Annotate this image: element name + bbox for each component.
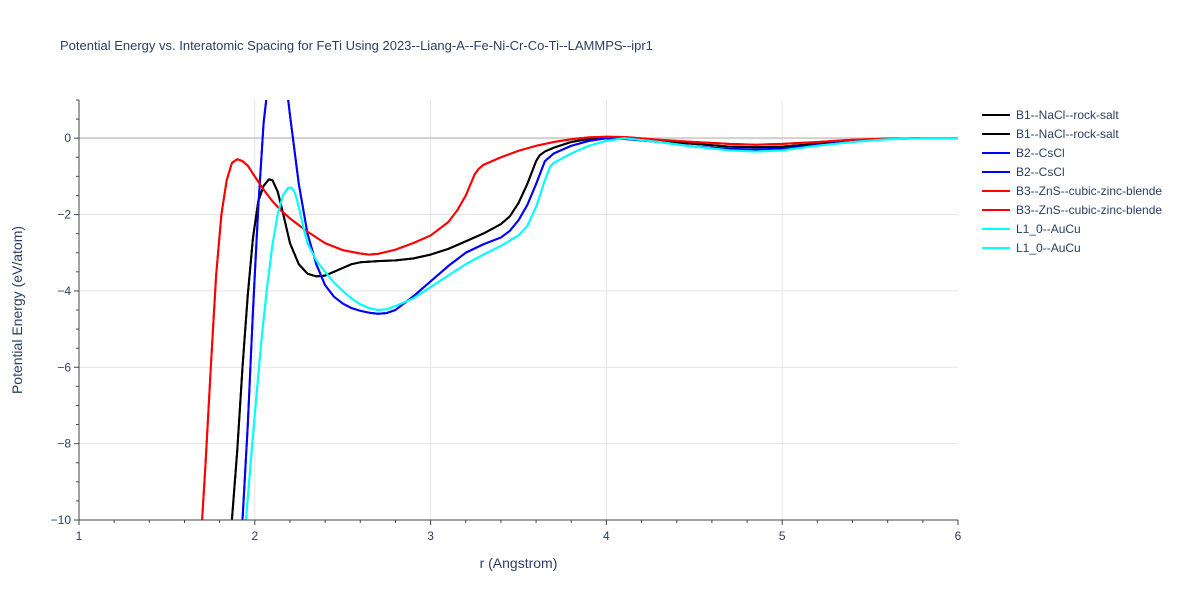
- series-line-5: [201, 135, 958, 520]
- axis-layer: 1 2 3 4 5 6 −10 −8 −6 −4 −2 0: [51, 99, 962, 543]
- y-tick-label: 0: [64, 131, 71, 145]
- x-tick-label: 6: [955, 529, 962, 543]
- legend-label[interactable]: B2--CsCl: [1016, 165, 1065, 179]
- legend-label[interactable]: B2--CsCl: [1016, 146, 1065, 160]
- x-tick-label: 4: [603, 529, 610, 543]
- y-tick-label: −8: [57, 437, 71, 451]
- series-layer: [201, 100, 958, 520]
- x-tick-label: 1: [76, 529, 83, 543]
- plot-area: [201, 100, 958, 520]
- legend-label[interactable]: B1--NaCl--rock-salt: [1016, 127, 1119, 141]
- x-tick-label: 5: [779, 529, 786, 543]
- series-line-1: [230, 137, 958, 520]
- x-axis-label: r (Angstrom): [480, 555, 558, 571]
- legend-label[interactable]: B3--ZnS--cubic-zinc-blende: [1016, 203, 1162, 217]
- legend-label[interactable]: B3--ZnS--cubic-zinc-blende: [1016, 184, 1162, 198]
- legend-label[interactable]: B1--NaCl--rock-salt: [1016, 108, 1119, 122]
- y-tick-label: −2: [57, 208, 71, 222]
- grid-layer: [79, 100, 958, 520]
- y-axis-label: Potential Energy (eV/atom): [9, 226, 25, 394]
- legend-label[interactable]: L1_0--AuCu: [1016, 222, 1081, 236]
- legend: B1--NaCl--rock-salt B1--NaCl--rock-salt B2…: [982, 108, 1162, 255]
- y-tick-label: −6: [57, 360, 71, 374]
- y-tick-label: −4: [57, 284, 71, 298]
- chart-title: Potential Energy vs. Interatomic Spacing…: [60, 38, 653, 53]
- x-tick-label: 2: [251, 529, 258, 543]
- x-tick-label: 3: [427, 529, 434, 543]
- y-tick-label: −10: [51, 513, 72, 527]
- legend-label[interactable]: L1_0--AuCu: [1016, 241, 1081, 255]
- series-line-7: [245, 137, 958, 520]
